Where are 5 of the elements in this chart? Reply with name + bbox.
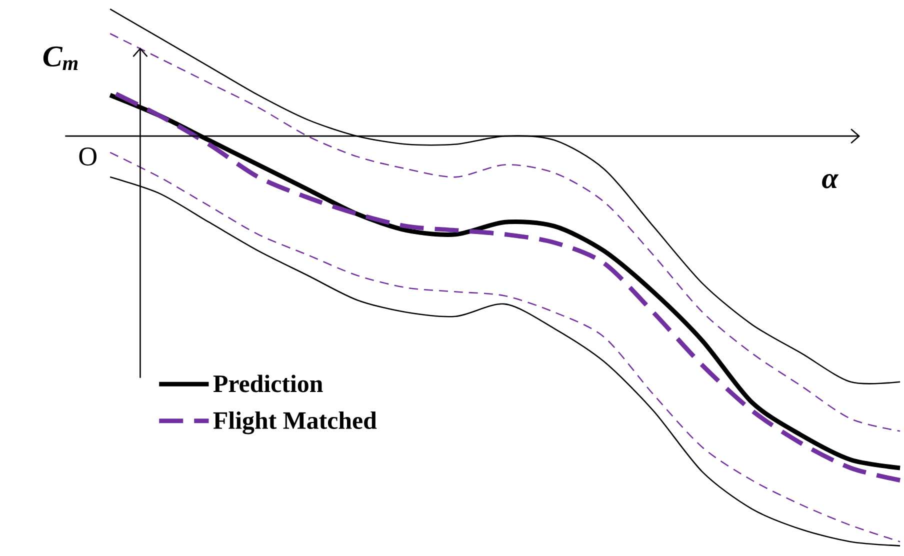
x-axis-title: α bbox=[822, 174, 839, 188]
legend-label: Flight Matched bbox=[213, 411, 377, 434]
legend-label: Prediction bbox=[213, 374, 323, 392]
y-axis-title: C$_{m}$ bbox=[43, 46, 78, 70]
annotation: O bbox=[79, 148, 96, 166]
